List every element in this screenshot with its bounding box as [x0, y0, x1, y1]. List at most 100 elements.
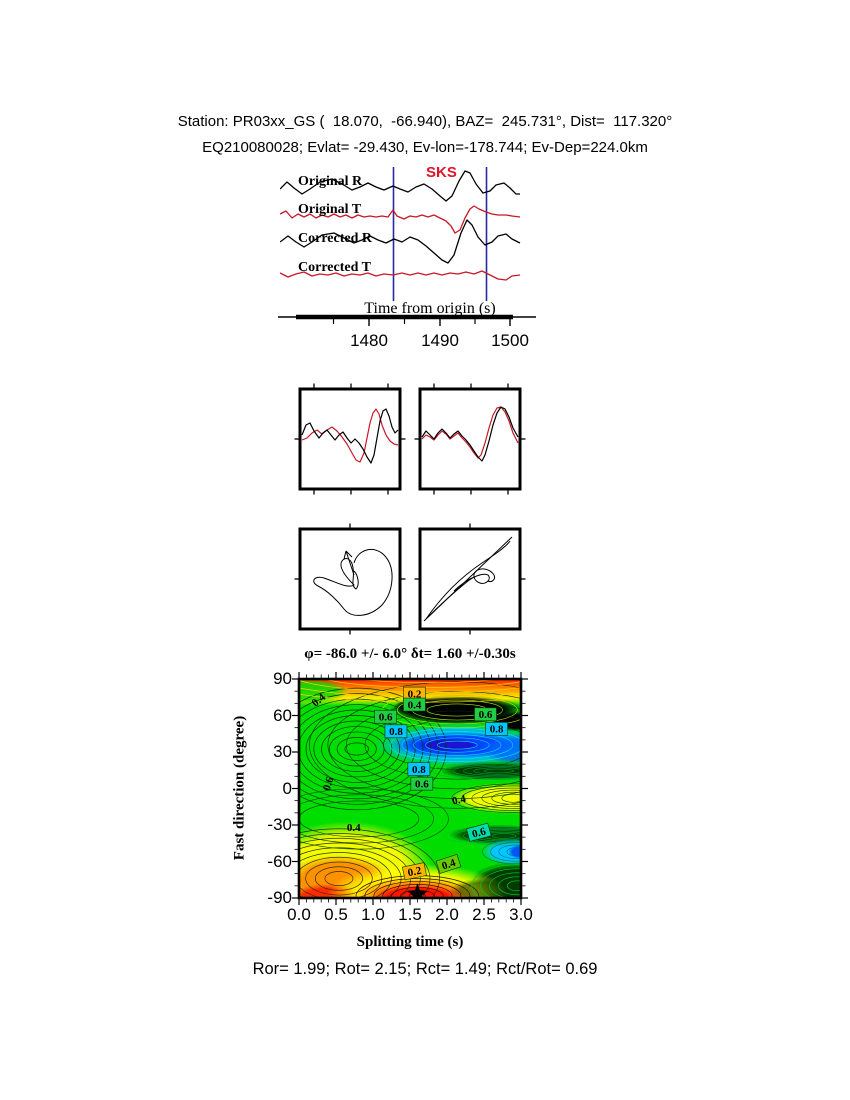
- contour-ring: [299, 788, 449, 850]
- time-axis: Time from origin (s) 1480 1490 1500: [278, 300, 536, 350]
- trace-original-r: [280, 170, 520, 202]
- color-region: [299, 679, 349, 704]
- contour-label: 0.6: [321, 775, 337, 792]
- contour-ring: [299, 687, 521, 698]
- contour-ring: [473, 767, 521, 775]
- contour-label-text: 0.4: [347, 822, 361, 834]
- time-axis-label: Time from origin (s): [364, 300, 495, 317]
- contour-ring: [501, 793, 521, 803]
- contour-label: 0.8: [485, 722, 508, 736]
- contour-ring: [346, 700, 521, 790]
- contour-label: 0.6: [410, 776, 434, 791]
- box-frame: [418, 387, 522, 491]
- contour-ring: [389, 728, 521, 763]
- contour-label-box: [485, 722, 508, 736]
- contour-ring: [451, 783, 521, 813]
- contour-ring: [299, 852, 392, 898]
- box-frame: [298, 387, 402, 491]
- contour-label-text: 0.4: [440, 857, 457, 873]
- slow-wave-trace: [301, 408, 399, 463]
- particle-motion-box-corrected: [414, 523, 526, 635]
- fast-wave-trace: [301, 408, 399, 464]
- contour-ring: [471, 787, 521, 809]
- particle-motion-path: [343, 550, 355, 576]
- x-tick-label: 1.0: [361, 905, 385, 924]
- waveform-pair-box-corrected: [414, 383, 526, 495]
- contour-ring: [437, 740, 478, 750]
- contour-label-box: [403, 697, 426, 712]
- contour-ring: [299, 794, 434, 844]
- contour-ring: [299, 833, 431, 898]
- contour-label-box: [384, 724, 408, 739]
- trace-label: Corrected T: [298, 260, 372, 275]
- contour-ring: [299, 704, 424, 794]
- event-info-line: EQ210080028; Evlat= -29.430, Ev-lon=-178…: [202, 139, 648, 156]
- contour-label-text: 0.6: [471, 825, 488, 840]
- trace-label: Original T: [298, 202, 362, 217]
- contour-label-text: 0.6: [321, 775, 337, 792]
- contour-ring: [471, 864, 521, 898]
- contour-ring: [481, 789, 521, 807]
- contour-ring: [299, 709, 416, 789]
- contour-label: 0.6: [374, 709, 397, 724]
- tick-label: 1500: [491, 331, 529, 350]
- contour-ring: [491, 833, 517, 839]
- contour-label: 0.6: [474, 707, 497, 722]
- box-frame: [418, 527, 522, 631]
- contour-ring: [463, 829, 521, 843]
- contour-ring: [506, 847, 521, 857]
- error-surface-contour-plot: 0.4 0.20.40.60.80.60.80.80.60.60.40.4 0.60…: [292, 672, 528, 905]
- contour-label-text: 0.2: [407, 865, 423, 880]
- contour-ring: [453, 827, 521, 844]
- clipped-surface: 0.4 0.20.40.60.80.60.80.80.60.60.40.4 0.60…: [299, 679, 521, 898]
- contour-ring: [324, 871, 354, 886]
- contour-label: 0.4: [451, 793, 467, 808]
- contour-label-box: [474, 707, 497, 722]
- trace-label: Corrected R: [298, 231, 373, 246]
- contour-ring: [313, 720, 400, 778]
- contour-label-box: [435, 853, 462, 874]
- contour-ring: [482, 839, 521, 865]
- trace-label: Original R: [298, 174, 363, 189]
- contour-ring: [299, 693, 439, 805]
- contour-ring: [299, 679, 521, 693]
- waveform-pair-box-original: [294, 383, 406, 495]
- contour-ring: [443, 826, 521, 846]
- contour-ring: [344, 742, 369, 756]
- contour-label: 0.4: [347, 822, 361, 834]
- color-region: [417, 738, 482, 753]
- phase-label: SKS: [426, 164, 457, 181]
- contour-ring: [483, 768, 514, 774]
- contour-ring: [327, 691, 521, 799]
- contour-ring: [480, 868, 521, 898]
- trace-corrected-r: [280, 219, 521, 264]
- contour-label-text: 0.6: [415, 778, 429, 790]
- contour-label: 0.2: [401, 862, 427, 881]
- contour-label-text: 0.8: [412, 764, 426, 776]
- slow-wave-trace: [421, 406, 519, 459]
- best-fit-star-marker: [406, 883, 428, 898]
- contour-ring: [364, 878, 471, 898]
- box-frame: [298, 527, 402, 631]
- trace-corrected-t: [280, 270, 521, 281]
- y-tick-label: -30: [267, 815, 292, 834]
- contour-ring: [323, 679, 521, 688]
- contour-ring: [401, 731, 514, 759]
- contour-ring: [452, 764, 521, 778]
- contour-label-box: [410, 776, 434, 791]
- tick-label: 1490: [421, 331, 459, 350]
- contour-ring: [498, 844, 521, 859]
- contour-label-text: 0.2: [408, 688, 422, 700]
- contour-label-text: 0.8: [490, 724, 504, 736]
- contour-label: 0.6: [466, 822, 492, 842]
- contour-ring: [314, 866, 363, 891]
- contour-label-text: 0.8: [389, 726, 403, 738]
- contour-label-text: 0.6: [479, 709, 493, 721]
- y-tick-label: 90: [273, 669, 292, 688]
- x-tick-label: 3.0: [509, 905, 533, 924]
- y-tick-label: 30: [273, 742, 292, 761]
- contour-label: 0.8: [407, 762, 431, 776]
- fast-wave-trace: [421, 406, 519, 462]
- x-tick-label: 0.0: [287, 905, 311, 924]
- contour-label-box: [401, 862, 427, 881]
